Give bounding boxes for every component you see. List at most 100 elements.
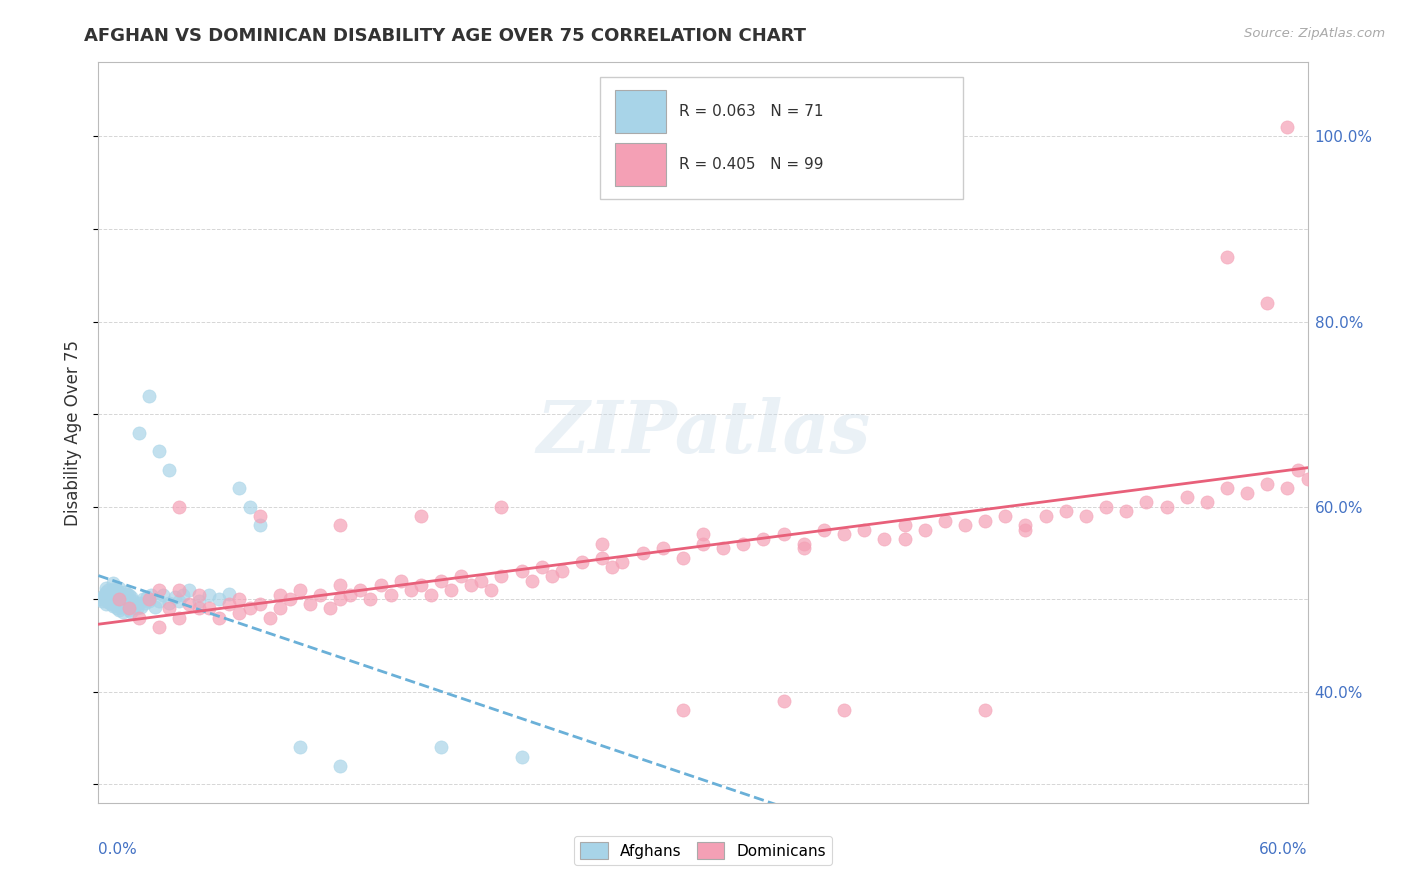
Point: [974, 703, 997, 717]
Point: [1074, 508, 1097, 523]
Point: [974, 514, 997, 528]
Point: [1014, 518, 1036, 533]
Point: [510, 749, 533, 764]
Point: [914, 523, 936, 537]
Point: [733, 536, 755, 550]
Bar: [614, 143, 665, 186]
Text: R = 0.063   N = 71: R = 0.063 N = 71: [679, 103, 824, 119]
Point: [143, 599, 166, 614]
Point: [249, 597, 271, 611]
Point: [1286, 462, 1309, 476]
Point: [319, 601, 342, 615]
Point: [651, 541, 673, 556]
Text: ZIPatlas: ZIPatlas: [536, 397, 870, 468]
Point: [510, 565, 533, 579]
Point: [148, 594, 170, 608]
Point: [873, 532, 896, 546]
Point: [179, 582, 201, 597]
Point: [107, 603, 129, 617]
Point: [450, 569, 472, 583]
Point: [124, 598, 146, 612]
Point: [114, 584, 136, 599]
Point: [602, 559, 624, 574]
Point: [118, 603, 141, 617]
Point: [188, 588, 211, 602]
Point: [278, 592, 301, 607]
Point: [752, 532, 775, 546]
Bar: [614, 90, 665, 133]
Point: [105, 592, 128, 607]
Point: [157, 601, 180, 615]
Point: [107, 592, 129, 607]
Point: [97, 595, 120, 609]
Point: [329, 758, 352, 772]
Point: [152, 589, 174, 603]
Point: [772, 527, 794, 541]
Point: [481, 582, 503, 597]
Point: [1115, 504, 1137, 518]
Point: [813, 523, 835, 537]
Text: 0.0%: 0.0%: [98, 842, 138, 856]
Point: [110, 599, 132, 614]
Point: [167, 582, 190, 597]
Point: [107, 592, 129, 607]
Point: [128, 596, 150, 610]
Point: [96, 597, 118, 611]
Point: [100, 597, 122, 611]
Point: [1195, 495, 1218, 509]
Point: [100, 592, 122, 607]
Point: [103, 589, 125, 603]
Point: [105, 601, 128, 615]
Point: [228, 592, 250, 607]
Point: [329, 518, 352, 533]
Legend: Afghans, Dominicans: Afghans, Dominicans: [574, 836, 832, 865]
Point: [96, 581, 118, 595]
Point: [107, 581, 129, 595]
Point: [430, 740, 453, 755]
Point: [179, 597, 201, 611]
Point: [339, 588, 361, 602]
Point: [399, 582, 422, 597]
Point: [100, 585, 122, 599]
Point: [953, 518, 976, 533]
Text: 60.0%: 60.0%: [1260, 842, 1308, 856]
Point: [409, 508, 432, 523]
Point: [208, 611, 231, 625]
Point: [309, 588, 332, 602]
Point: [97, 582, 120, 597]
Point: [129, 599, 152, 614]
Point: [249, 508, 271, 523]
Point: [692, 536, 714, 550]
Point: [101, 599, 124, 613]
Point: [470, 574, 492, 588]
Point: [198, 589, 221, 603]
Point: [118, 601, 141, 615]
Point: [101, 582, 124, 597]
Point: [288, 740, 311, 755]
Point: [139, 589, 162, 603]
Text: R = 0.405   N = 99: R = 0.405 N = 99: [679, 157, 824, 172]
Point: [228, 606, 250, 620]
Point: [157, 462, 180, 476]
Point: [138, 389, 160, 403]
Point: [167, 594, 190, 608]
Point: [380, 588, 402, 602]
Point: [329, 578, 352, 592]
Point: [259, 611, 281, 625]
Point: [188, 594, 211, 608]
Point: [121, 594, 143, 608]
Point: [269, 601, 291, 615]
Point: [93, 591, 115, 605]
Point: [128, 611, 150, 625]
Point: [591, 536, 613, 550]
Point: [103, 596, 125, 610]
Point: [1135, 495, 1157, 509]
Point: [389, 574, 412, 588]
Point: [132, 592, 155, 607]
Point: [893, 518, 915, 533]
Point: [1277, 120, 1299, 135]
Text: Source: ZipAtlas.com: Source: ZipAtlas.com: [1244, 27, 1385, 40]
Point: [148, 620, 170, 634]
Point: [228, 481, 250, 495]
Point: [91, 594, 114, 608]
